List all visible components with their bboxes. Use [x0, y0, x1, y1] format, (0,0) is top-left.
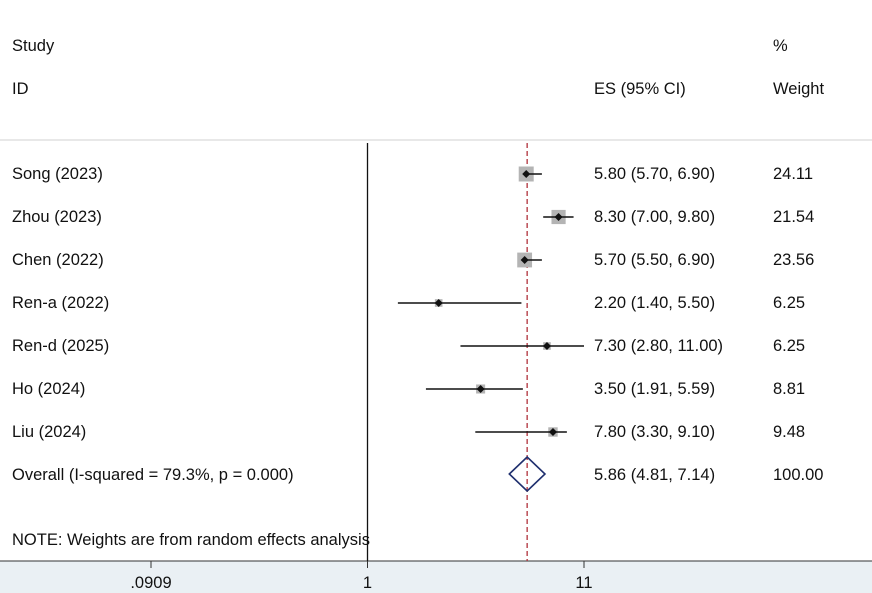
study-weight-text: 21.54 [773, 208, 815, 226]
study-label: Ho (2024) [12, 380, 86, 398]
study-ci-text: 2.20 (1.40, 5.50) [594, 294, 716, 312]
overall-ci-text: 5.86 (4.81, 7.14) [594, 466, 716, 484]
study-ci-text: 8.30 (7.00, 9.80) [594, 208, 716, 226]
x-tick-label: 1 [362, 574, 373, 592]
overall-weight-text: 100.00 [773, 466, 824, 484]
overall-diamond [508, 455, 547, 493]
footnote: NOTE: Weights are from random effects an… [12, 531, 370, 549]
header-weight: Weight [773, 80, 825, 98]
point-estimate [520, 256, 529, 264]
point-estimate [548, 428, 557, 436]
study-label: Ren-a (2022) [12, 294, 110, 312]
x-tick-label: .0909 [130, 574, 172, 592]
study-ci-text: 7.80 (3.30, 9.10) [594, 423, 716, 441]
header-percent: % [773, 37, 788, 55]
header-id: ID [12, 80, 29, 98]
point-estimate [434, 299, 443, 307]
header-es-ci: ES (95% CI) [594, 80, 686, 98]
axis-band [0, 561, 872, 593]
study-label: Ren-d (2025) [12, 337, 110, 355]
study-label: Zhou (2023) [12, 208, 102, 226]
point-estimate [542, 342, 551, 350]
study-weight-text: 24.11 [773, 165, 814, 183]
study-label: Liu (2024) [12, 423, 87, 441]
study-weight-text: 6.25 [773, 294, 806, 312]
study-weight-text: 23.56 [773, 251, 815, 269]
study-weight-text: 8.81 [773, 380, 806, 398]
point-estimate [554, 213, 563, 221]
study-label: Chen (2022) [12, 251, 104, 269]
study-ci-text: 5.80 (5.70, 6.90) [594, 165, 716, 183]
study-ci-text: 5.70 (5.50, 6.90) [594, 251, 716, 269]
point-estimate [522, 170, 531, 178]
point-estimate [476, 385, 485, 393]
overall-label: Overall (I-squared = 79.3%, p = 0.000) [12, 466, 294, 484]
study-weight-text: 9.48 [773, 423, 806, 441]
header-study: Study [12, 37, 55, 55]
study-weight-text: 6.25 [773, 337, 806, 355]
study-ci-text: 7.30 (2.80, 11.00) [594, 337, 724, 355]
study-ci-text: 3.50 (1.91, 5.59) [594, 380, 716, 398]
x-tick-label: 11 [575, 574, 593, 592]
study-label: Song (2023) [12, 165, 103, 183]
